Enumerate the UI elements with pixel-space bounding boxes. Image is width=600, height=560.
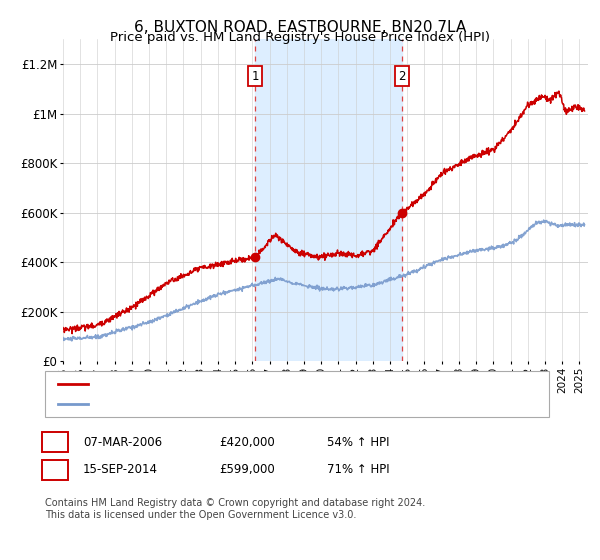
Text: HPI: Average price, detached house, Eastbourne: HPI: Average price, detached house, East… bbox=[96, 399, 365, 409]
Text: 2: 2 bbox=[52, 463, 59, 477]
Text: 6, BUXTON ROAD, EASTBOURNE, BN20 7LA: 6, BUXTON ROAD, EASTBOURNE, BN20 7LA bbox=[134, 20, 466, 35]
Text: 1: 1 bbox=[52, 436, 59, 449]
Text: Price paid vs. HM Land Registry's House Price Index (HPI): Price paid vs. HM Land Registry's House … bbox=[110, 31, 490, 44]
Text: Contains HM Land Registry data © Crown copyright and database right 2024.
This d: Contains HM Land Registry data © Crown c… bbox=[45, 498, 425, 520]
Text: 71% ↑ HPI: 71% ↑ HPI bbox=[327, 463, 389, 477]
Text: 07-MAR-2006: 07-MAR-2006 bbox=[83, 436, 162, 449]
Text: 1: 1 bbox=[251, 70, 259, 83]
Text: 15-SEP-2014: 15-SEP-2014 bbox=[83, 463, 158, 477]
Text: £599,000: £599,000 bbox=[219, 463, 275, 477]
Text: 2: 2 bbox=[398, 70, 406, 83]
Text: 6, BUXTON ROAD, EASTBOURNE, BN20 7LA (detached house): 6, BUXTON ROAD, EASTBOURNE, BN20 7LA (de… bbox=[96, 379, 439, 389]
Text: £420,000: £420,000 bbox=[219, 436, 275, 449]
Bar bbox=[256, 39, 402, 361]
Text: 54% ↑ HPI: 54% ↑ HPI bbox=[327, 436, 389, 449]
